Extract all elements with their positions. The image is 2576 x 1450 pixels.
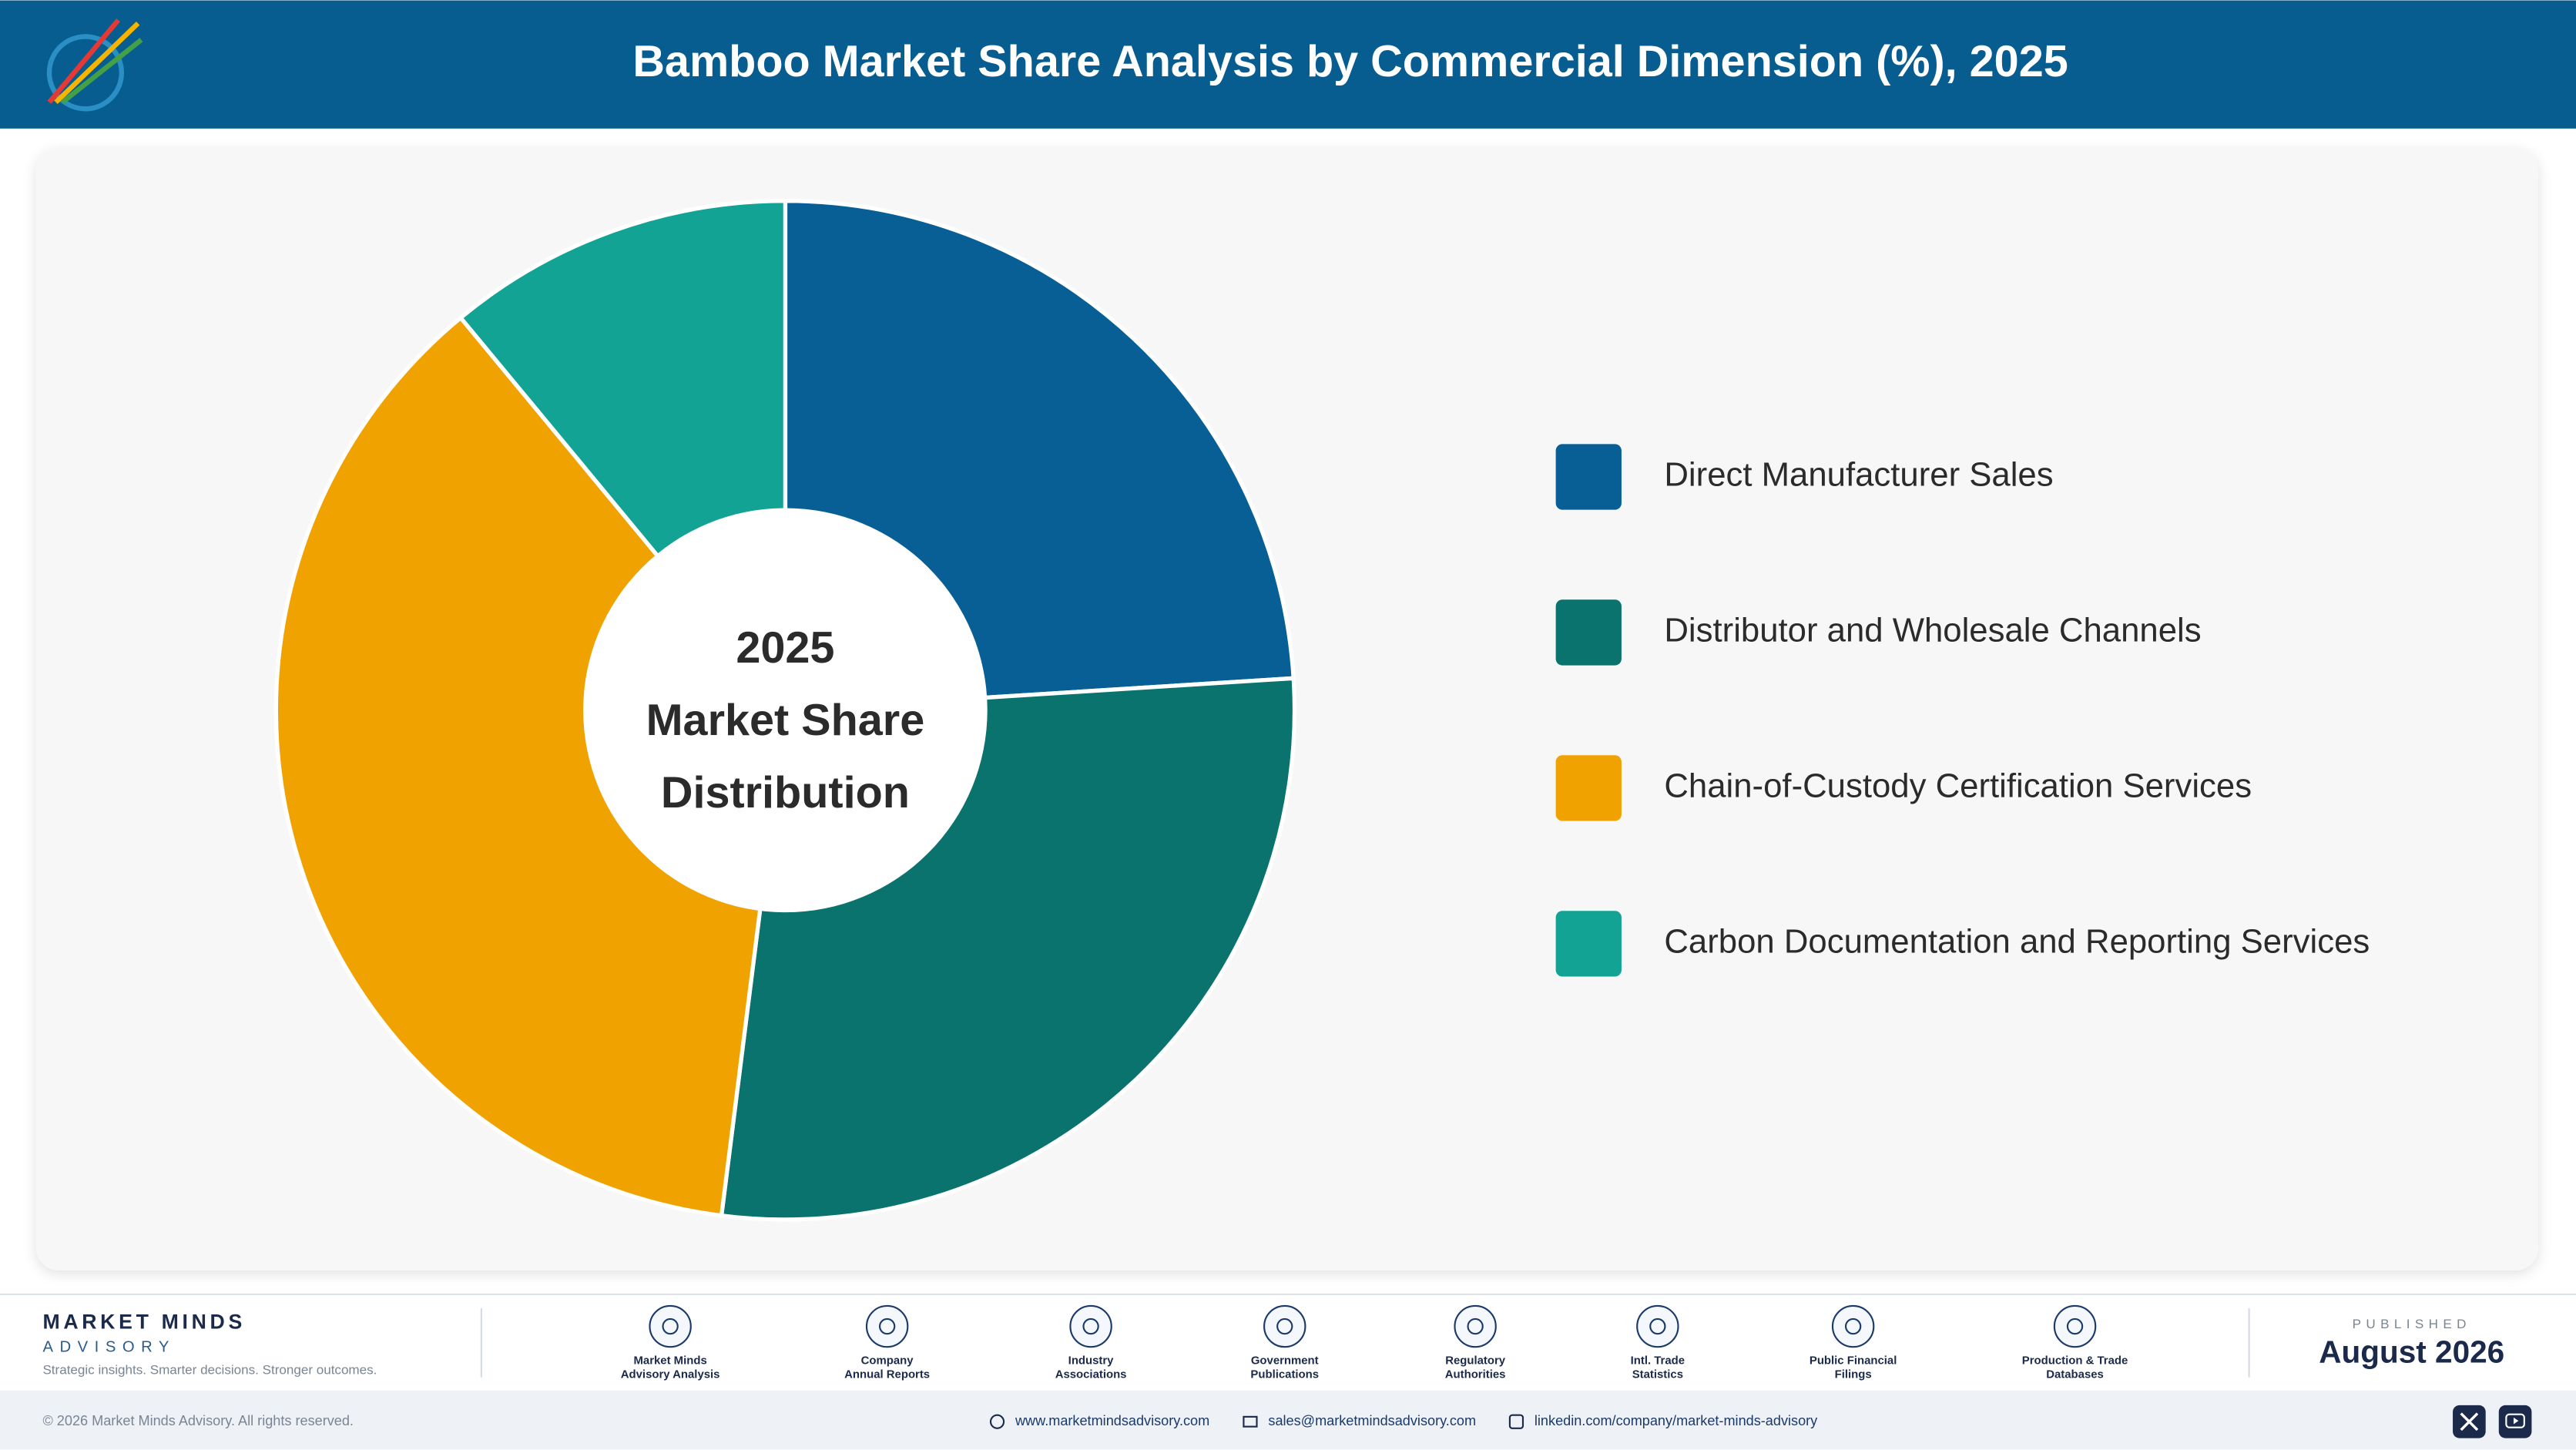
source-label: Statistics	[1632, 1368, 1683, 1381]
source-label: Annual Reports	[844, 1368, 930, 1381]
center-label: Distribution	[661, 768, 910, 817]
legend-swatch	[1555, 911, 1622, 977]
legend: Direct Manufacturer Sales Distributor and…	[1555, 444, 2370, 977]
source-icon-glyph	[878, 1317, 896, 1335]
source-label: Company	[861, 1354, 914, 1367]
source-icon-glyph	[1844, 1317, 1862, 1335]
chart-title: Bamboo Market Share Analysis by Commerci…	[632, 37, 2068, 86]
source-label: Filings	[1835, 1368, 1872, 1381]
youtube-button[interactable]	[2498, 1405, 2532, 1438]
email[interactable]: sales@marketmindsadvisory.com	[1268, 1413, 1476, 1428]
source-label: Industry	[1068, 1354, 1115, 1367]
copyright: © 2026 Market Minds Advisory. All rights…	[42, 1413, 354, 1428]
source-icon	[1831, 1304, 1875, 1348]
center-hole	[583, 508, 988, 913]
source-label: Public Financial	[1810, 1354, 1897, 1367]
source-label: Databases	[2046, 1368, 2104, 1381]
legend-swatch	[1555, 444, 1622, 510]
tagline: Strategic insights. Smarter decisions. S…	[42, 1363, 377, 1378]
linkedin[interactable]: linkedin.com/company/market-minds-adviso…	[1535, 1413, 1818, 1428]
source-label: Regulatory	[1445, 1354, 1506, 1367]
pie-slice	[273, 314, 788, 1218]
source-icon-glyph	[662, 1317, 679, 1335]
published-date: August 2026	[2319, 1334, 2504, 1370]
legend-label: Carbon Documentation and Reporting Servi…	[1664, 922, 2370, 960]
source-icon-glyph	[1467, 1317, 1484, 1335]
source-icon	[865, 1304, 909, 1348]
source-label: Production & Trade	[2022, 1354, 2128, 1367]
source-label: Government	[1251, 1354, 1319, 1367]
published-label: PUBLISHED	[2353, 1317, 2471, 1331]
mail-icon	[1243, 1415, 1258, 1428]
source-label: Market Minds	[633, 1354, 706, 1367]
source-label: Associations	[1055, 1368, 1127, 1381]
source-icon	[1263, 1304, 1306, 1348]
source-label: Advisory Analysis	[621, 1368, 720, 1381]
source-label: Publications	[1250, 1368, 1319, 1381]
linkedin-icon	[1508, 1414, 1524, 1429]
brand-sub: ADVISORY	[42, 1339, 176, 1356]
source-icon	[649, 1304, 692, 1348]
web-icon	[989, 1414, 1005, 1429]
source-icon-glyph	[1276, 1317, 1293, 1335]
source-icon	[2053, 1304, 2097, 1348]
source-icon	[1454, 1304, 1497, 1348]
source-icon-glyph	[1082, 1317, 1099, 1335]
brand: MARKET MINDS	[42, 1310, 246, 1333]
logo	[46, 18, 143, 112]
center-label: 2025	[736, 623, 834, 673]
source-icon-glyph	[1649, 1317, 1666, 1335]
bottom-bar	[0, 1390, 2576, 1450]
center-label: Market Share	[646, 696, 925, 745]
legend-swatch	[1555, 599, 1622, 666]
legend-swatch	[1555, 755, 1622, 821]
source-label: Intl. Trade	[1631, 1354, 1685, 1367]
source-label: Authorities	[1445, 1368, 1506, 1381]
source-icon	[1069, 1304, 1112, 1348]
header-bar	[0, 0, 2576, 129]
source-icon	[1636, 1304, 1679, 1348]
x-button[interactable]	[2453, 1405, 2486, 1438]
source-icon-glyph	[2066, 1317, 2084, 1335]
legend-label: Direct Manufacturer Sales	[1664, 456, 2053, 494]
legend-label: Chain-of-Custody Certification Services	[1664, 767, 2252, 804]
website[interactable]: www.marketmindsadvisory.com	[1015, 1413, 1209, 1428]
legend-label: Distributor and Wholesale Channels	[1664, 611, 2201, 649]
